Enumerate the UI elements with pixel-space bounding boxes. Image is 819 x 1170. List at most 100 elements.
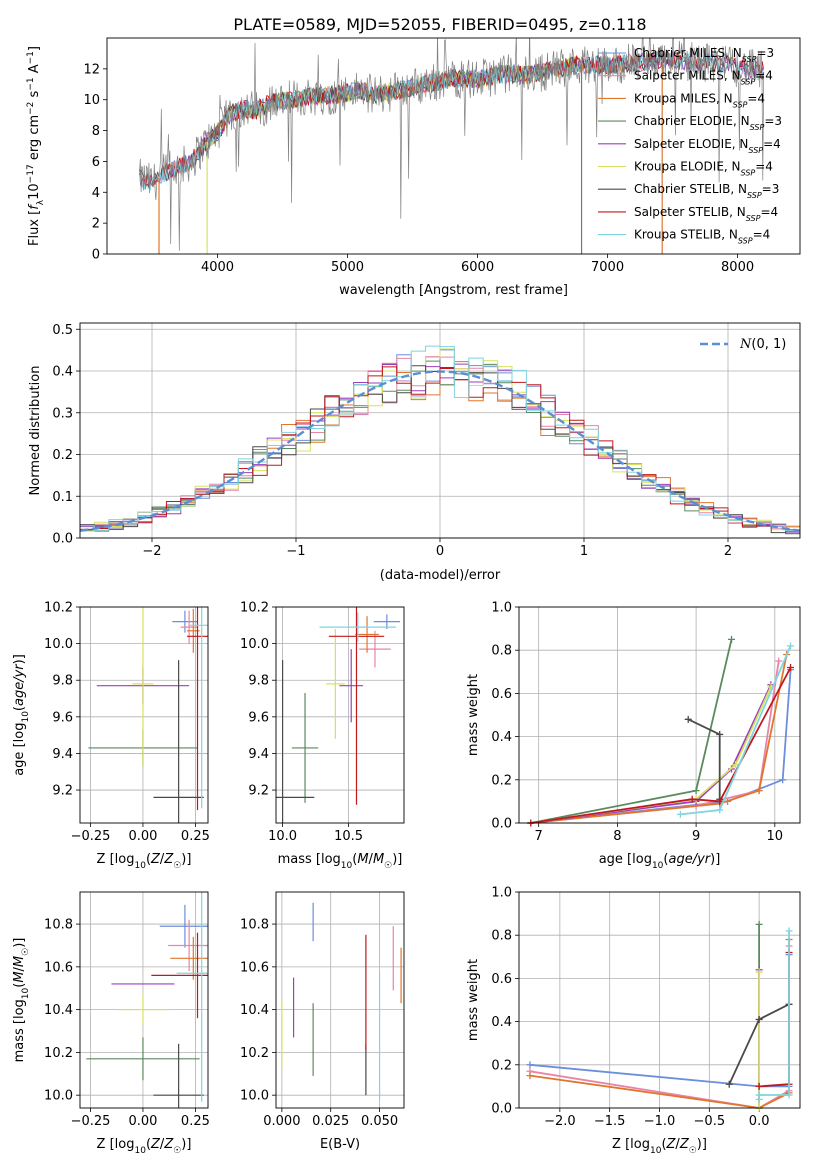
axes-frame (518, 891, 801, 1109)
weight-marker (755, 1015, 763, 1023)
x-tick-label: 8000 (721, 260, 754, 275)
model-spectrum (139, 51, 765, 192)
y-tick-label: 9.6 (52, 710, 73, 725)
weight-marker (716, 730, 724, 738)
legend-entry: Chabrier MILES, NSSP=3 (634, 46, 774, 64)
weight-marker (725, 1080, 733, 1088)
x-tick-label: 7000 (591, 260, 624, 275)
x-tick-label: 10 (767, 829, 784, 844)
x-tick-label: 0.00 (128, 829, 157, 844)
weight-marker (755, 787, 763, 795)
y-tick-label: 0.8 (491, 929, 512, 944)
x-tick-label: −0.25 (71, 1114, 111, 1129)
y-tick-label: 0.1 (52, 490, 73, 505)
axes-frame (79, 322, 801, 539)
axes-frame (518, 606, 801, 824)
y-axis-label: mass [log10(M/M☉)] (12, 938, 31, 1063)
x-tick-label: −1.5 (594, 1114, 626, 1129)
legend-entry: Kroupa ELODIE, NSSP=4 (634, 160, 773, 178)
weight-marker (676, 810, 684, 818)
y-tick-label: 1.0 (491, 601, 512, 616)
y-tick-label: 0.2 (491, 1058, 512, 1073)
axes-frame (79, 891, 209, 1109)
weight-series (530, 686, 772, 824)
weight-marker (716, 797, 724, 805)
panel-weight_vs_age: 7 8 9 10 0.0 0.2 0.4 0.6 0.8 1.0 age [log10(age/yr… (466, 601, 801, 871)
weight-marker (684, 715, 692, 723)
histogram-series (80, 345, 800, 532)
y-tick-label: 9.8 (248, 674, 269, 689)
weight-marker (787, 663, 795, 671)
weight-marker (526, 1072, 534, 1080)
legend-entry: Kroupa MILES, NSSP=4 (634, 91, 765, 109)
weight-marker (755, 920, 763, 928)
y-tick-label: 10.0 (44, 637, 73, 652)
y-tick-label: 6 (92, 155, 100, 170)
weight-series (530, 684, 772, 824)
weight-marker (731, 761, 739, 769)
x-tick-label: 0.025 (312, 1114, 349, 1129)
weight-marker (755, 968, 763, 976)
y-tick-label: 10.2 (44, 601, 73, 616)
weight-series (530, 654, 788, 824)
x-tick-label: 10.0 (268, 829, 297, 844)
axes-frame (106, 37, 801, 255)
panel-spectrum: 4000 5000 6000 7000 8000 0 2 4 6 8 10 12 wavelength … (26, 37, 801, 298)
x-axis-label: Z [log10(Z/Z☉)] (97, 1137, 192, 1156)
y-tick-label: 0.3 (52, 406, 73, 421)
x-tick-label: 2 (724, 544, 732, 559)
x-tick-label: −2.0 (544, 1114, 576, 1129)
y-tick-label: 9.6 (248, 710, 269, 725)
y-tick-label: 10.6 (240, 960, 269, 975)
histogram-series (80, 348, 800, 532)
x-axis-label: age [log10(age/yr)] (599, 852, 721, 871)
y-tick-label: 10.8 (240, 918, 269, 933)
weight-marker (785, 1091, 793, 1099)
gaussian-curve (79, 370, 801, 532)
x-tick-label: 0.0 (749, 1114, 770, 1129)
weight-marker (775, 657, 783, 665)
x-tick-label: 0.050 (361, 1114, 398, 1129)
histogram-series (80, 361, 800, 528)
weight-marker (785, 927, 793, 935)
x-tick-label: 9 (692, 829, 700, 844)
x-tick-label: 10.5 (334, 829, 363, 844)
y-axis-label: mass weight (466, 674, 481, 756)
legend-entry: Kroupa STELIB, NSSP=4 (634, 228, 770, 246)
figure-title: PLATE=0589, MJD=52055, FIBERID=0495, z=0… (233, 15, 646, 34)
axes-frame (275, 891, 405, 1109)
weight-series (530, 669, 792, 824)
weight-marker (787, 642, 795, 650)
panel-weight_vs_Z: −2.0 −1.5 −1.0 −0.5 0.0 0.0 0.2 0.4 0.6 0.8 1.0 Z [… (466, 886, 801, 1156)
y-tick-label: 0.0 (491, 1102, 512, 1117)
weight-series (759, 952, 790, 1088)
legend-entry: Salpeter ELODIE, NSSP=4 (634, 137, 781, 155)
y-tick-label: 0.4 (491, 730, 512, 745)
y-axis-label: Flux [fλ10−17 erg cm−2 s−1 A−1] (26, 46, 46, 246)
x-tick-label: 0.00 (128, 1114, 157, 1129)
histogram-series (80, 366, 800, 531)
legend-entry: N(0, 1) (739, 337, 786, 352)
weight-marker (755, 1082, 763, 1090)
y-tick-label: 9.4 (248, 747, 269, 762)
panel-residuals: −2 −1 0 1 2 0.0 0.1 0.2 0.3 0.4 0.5 N(0, 1) (data-mo… (28, 322, 801, 583)
y-tick-label: 0.8 (491, 644, 512, 659)
y-tick-label: 12 (83, 62, 100, 77)
legend-entry: Salpeter STELIB, NSSP=4 (634, 205, 778, 223)
y-tick-label: 0 (92, 248, 100, 263)
weight-series (530, 667, 792, 824)
y-tick-label: 10.4 (240, 1003, 269, 1018)
y-tick-label: 0.5 (52, 323, 73, 338)
x-axis-label: wavelength [Angstrom, rest frame] (339, 283, 568, 298)
y-tick-label: 9.8 (52, 674, 73, 689)
panel-mass_vs_Z: −0.25 0.00 0.25 10.0 10.2 10.4 10.6 10.8 Z [log1… (12, 891, 210, 1156)
y-tick-label: 1.0 (491, 886, 512, 901)
y-tick-label: 0.0 (52, 532, 73, 547)
y-tick-label: 10.8 (44, 918, 73, 933)
x-axis-label: Z [log10(Z/Z☉)] (97, 852, 192, 871)
x-tick-label: 0.000 (263, 1114, 300, 1129)
y-tick-label: 0.4 (52, 365, 73, 380)
y-tick-label: 0.2 (491, 773, 512, 788)
x-tick-label: 7 (535, 829, 543, 844)
